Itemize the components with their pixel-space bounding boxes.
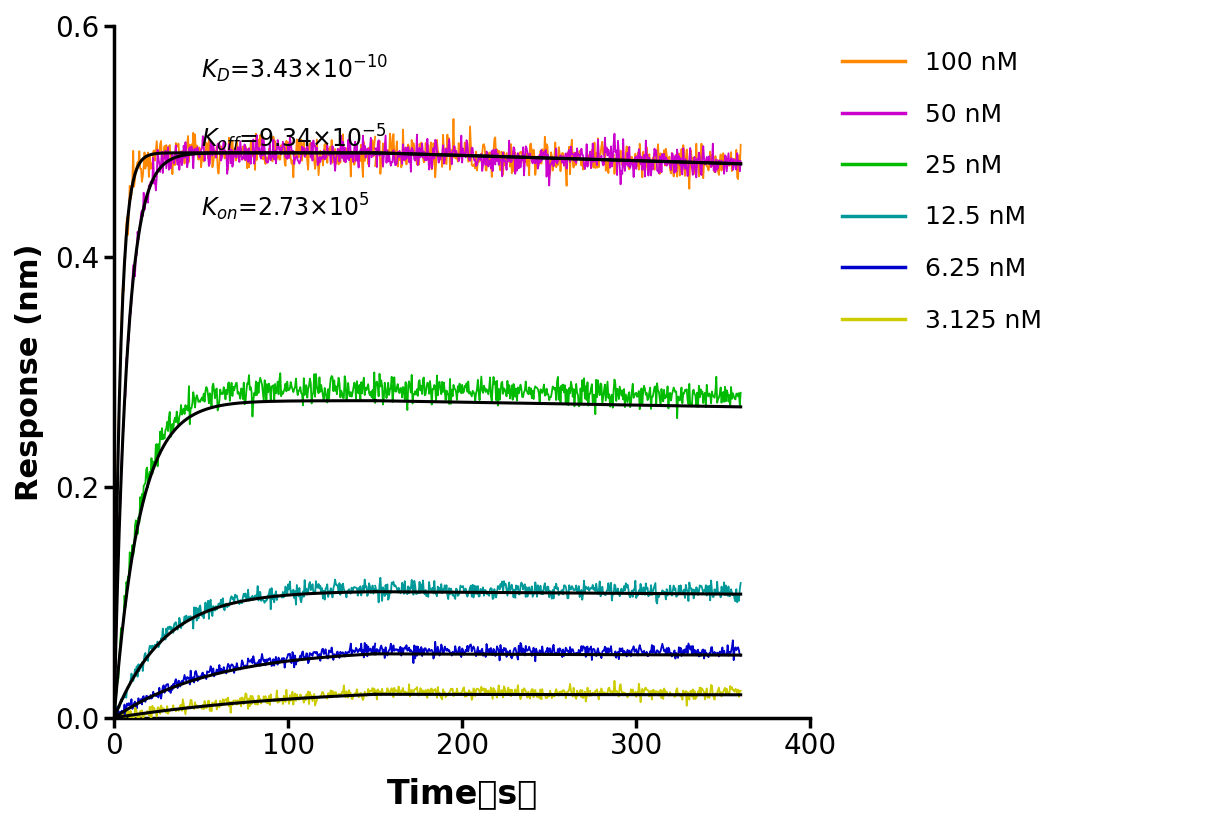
Text: $K_{on}$=2.73×10$^5$: $K_{on}$=2.73×10$^5$ (201, 192, 370, 224)
Text: $K_{off}$=9.34×10$^{-5}$: $K_{off}$=9.34×10$^{-5}$ (201, 123, 387, 154)
X-axis label: Time（s）: Time（s） (387, 777, 538, 810)
Text: $K_D$=3.43×10$^{-10}$: $K_D$=3.43×10$^{-10}$ (201, 54, 388, 85)
Y-axis label: Response (nm): Response (nm) (15, 243, 44, 501)
Legend: 100 nM, 50 nM, 25 nM, 12.5 nM, 6.25 nM, 3.125 nM: 100 nM, 50 nM, 25 nM, 12.5 nM, 6.25 nM, … (830, 39, 1055, 345)
